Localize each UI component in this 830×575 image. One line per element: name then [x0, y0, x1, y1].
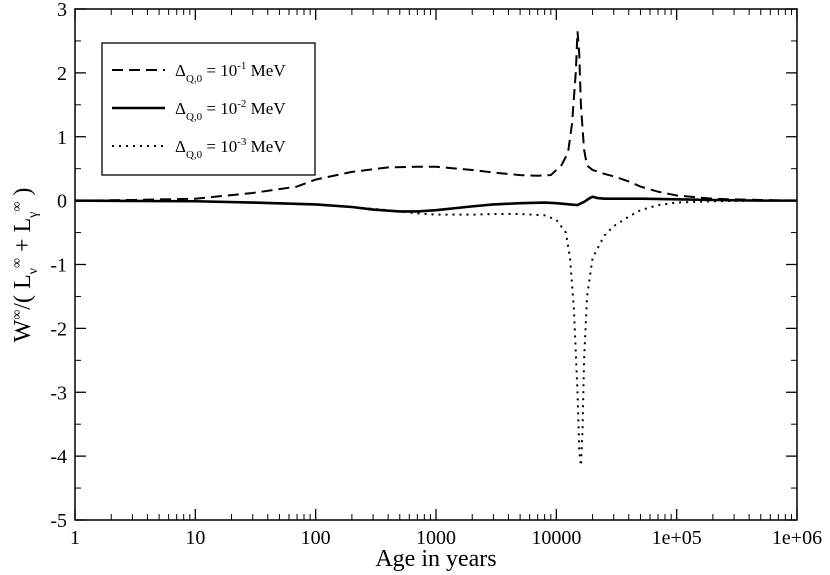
- legend: ΔQ,0 = 10-1 MeV ΔQ,0 = 10-2 MeV ΔQ,0 = 10-…: [101, 42, 316, 176]
- x-tick-label: 100: [301, 527, 331, 549]
- y-tick-label: 0: [57, 191, 67, 213]
- legend-label-2: ΔQ,0 = 10-2 MeV: [175, 98, 286, 123]
- y-axis-title: W∞/( Lν∞ + Lγ∞ ): [10, 188, 41, 343]
- y-tick-label: 2: [57, 63, 67, 85]
- y-tick-label: -2: [50, 318, 67, 340]
- x-tick-label: 10: [185, 527, 205, 549]
- series-line-1: [74, 31, 798, 202]
- y-tick-label: -4: [50, 446, 67, 468]
- x-axis-title: Age in years: [375, 546, 496, 572]
- x-tick-label: 1e+05: [652, 527, 702, 549]
- y-tick-label: -3: [50, 382, 67, 404]
- legend-label-3: ΔQ,0 = 10-3 MeV: [175, 136, 286, 161]
- x-tick-label: 1000: [416, 527, 456, 549]
- series-lines: [74, 31, 798, 466]
- series-line-3: [74, 199, 797, 466]
- svg-text:W∞/( Lν∞ + Lγ∞ ): W∞/( Lν∞ + Lγ∞ ): [10, 188, 41, 343]
- y-tick-label: 1: [57, 127, 67, 149]
- y-tick-label: -1: [50, 255, 67, 277]
- series-line-2: [74, 195, 797, 213]
- legend-label-1: ΔQ,0 = 10-1 MeV: [175, 60, 286, 85]
- x-tick-label: 10000: [531, 527, 581, 549]
- x-tick-label: 1e+06: [772, 527, 822, 549]
- y-tick-label: -5: [50, 510, 67, 532]
- x-tick-label: 1: [70, 527, 80, 549]
- y-tick-label: 3: [57, 0, 67, 21]
